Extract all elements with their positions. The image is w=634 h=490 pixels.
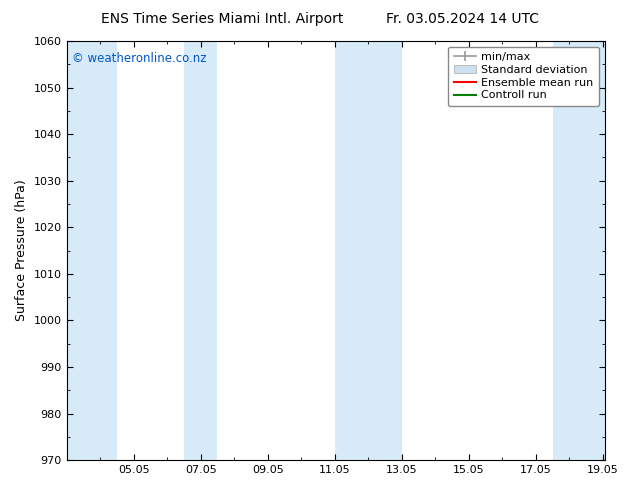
Legend: min/max, Standard deviation, Ensemble mean run, Controll run: min/max, Standard deviation, Ensemble me…	[448, 47, 599, 106]
Text: ENS Time Series Miami Intl. Airport: ENS Time Series Miami Intl. Airport	[101, 12, 343, 26]
Bar	[67, 41, 117, 460]
Text: Fr. 03.05.2024 14 UTC: Fr. 03.05.2024 14 UTC	[386, 12, 540, 26]
Bar	[335, 41, 402, 460]
Bar	[553, 41, 605, 460]
Bar	[184, 41, 217, 460]
Text: © weatheronline.co.nz: © weatheronline.co.nz	[72, 51, 207, 65]
Y-axis label: Surface Pressure (hPa): Surface Pressure (hPa)	[15, 180, 28, 321]
